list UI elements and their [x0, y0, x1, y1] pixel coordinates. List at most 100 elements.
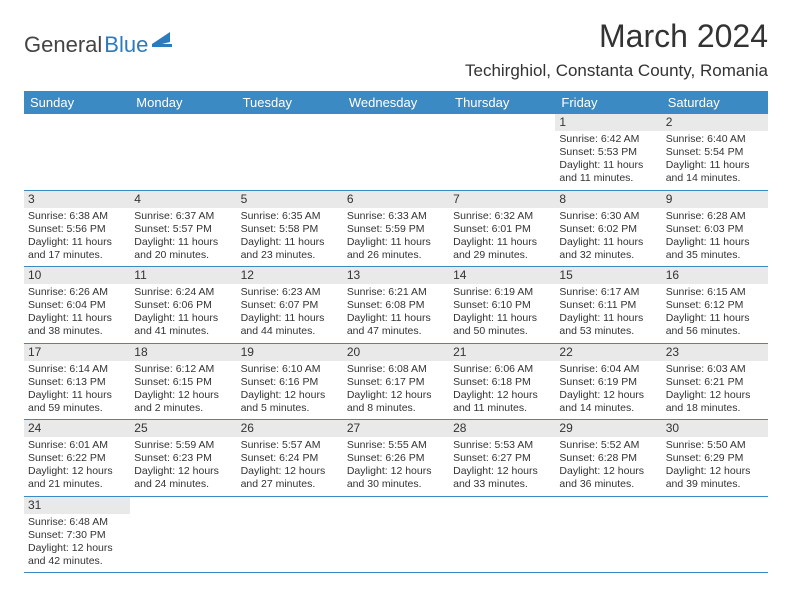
sunset-line: Sunset: 6:29 PM — [666, 452, 764, 465]
sunrise-line: Sunrise: 6:17 AM — [559, 286, 657, 299]
day-number: 6 — [343, 191, 449, 208]
sunset-line: Sunset: 6:21 PM — [666, 376, 764, 389]
daylight-line: Daylight: 12 hours — [134, 465, 232, 478]
sunset-line: Sunset: 6:02 PM — [559, 223, 657, 236]
day-number: 2 — [662, 114, 768, 131]
logo: GeneralBlue — [24, 32, 178, 58]
calendar-day: 28Sunrise: 5:53 AMSunset: 6:27 PMDayligh… — [449, 420, 555, 497]
sunrise-line: Sunrise: 5:55 AM — [347, 439, 445, 452]
day-number: 26 — [237, 420, 343, 437]
calendar-day: 10Sunrise: 6:26 AMSunset: 6:04 PMDayligh… — [24, 267, 130, 344]
sunset-line: Sunset: 6:26 PM — [347, 452, 445, 465]
calendar-day: 24Sunrise: 6:01 AMSunset: 6:22 PMDayligh… — [24, 420, 130, 497]
calendar-day: 20Sunrise: 6:08 AMSunset: 6:17 PMDayligh… — [343, 343, 449, 420]
day-header: Wednesday — [343, 91, 449, 114]
daylight-line: Daylight: 12 hours — [241, 465, 339, 478]
calendar-day: 1Sunrise: 6:42 AMSunset: 5:53 PMDaylight… — [555, 114, 661, 190]
daylight-line: and 29 minutes. — [453, 249, 551, 262]
daylight-line: and 11 minutes. — [453, 402, 551, 415]
day-number: 4 — [130, 191, 236, 208]
daylight-line: Daylight: 11 hours — [453, 312, 551, 325]
title-block: March 2024 Techirghiol, Constanta County… — [465, 18, 768, 81]
sunset-line: Sunset: 6:15 PM — [134, 376, 232, 389]
day-number: 10 — [24, 267, 130, 284]
calendar-empty — [130, 114, 236, 190]
calendar-day: 4Sunrise: 6:37 AMSunset: 5:57 PMDaylight… — [130, 190, 236, 267]
sunrise-line: Sunrise: 5:52 AM — [559, 439, 657, 452]
day-header: Monday — [130, 91, 236, 114]
sunrise-line: Sunrise: 6:30 AM — [559, 210, 657, 223]
daylight-line: Daylight: 12 hours — [347, 389, 445, 402]
calendar-day: 3Sunrise: 6:38 AMSunset: 5:56 PMDaylight… — [24, 190, 130, 267]
day-number: 13 — [343, 267, 449, 284]
sunrise-line: Sunrise: 6:19 AM — [453, 286, 551, 299]
day-header: Tuesday — [237, 91, 343, 114]
sunrise-line: Sunrise: 6:04 AM — [559, 363, 657, 376]
daylight-line: and 36 minutes. — [559, 478, 657, 491]
daylight-line: Daylight: 12 hours — [134, 389, 232, 402]
day-number: 9 — [662, 191, 768, 208]
daylight-line: and 41 minutes. — [134, 325, 232, 338]
day-number: 11 — [130, 267, 236, 284]
daylight-line: and 18 minutes. — [666, 402, 764, 415]
daylight-line: Daylight: 11 hours — [559, 236, 657, 249]
logo-text-general: General — [24, 32, 102, 58]
daylight-line: and 38 minutes. — [28, 325, 126, 338]
calendar-day: 18Sunrise: 6:12 AMSunset: 6:15 PMDayligh… — [130, 343, 236, 420]
day-number: 17 — [24, 344, 130, 361]
daylight-line: Daylight: 11 hours — [347, 312, 445, 325]
daylight-line: and 27 minutes. — [241, 478, 339, 491]
daylight-line: and 5 minutes. — [241, 402, 339, 415]
calendar-day: 27Sunrise: 5:55 AMSunset: 6:26 PMDayligh… — [343, 420, 449, 497]
calendar-empty — [449, 496, 555, 573]
calendar-day: 8Sunrise: 6:30 AMSunset: 6:02 PMDaylight… — [555, 190, 661, 267]
calendar-day: 29 Sunrise: 5:52 AMSunset: 6:28 PMDayligh… — [555, 420, 661, 497]
day-number: 14 — [449, 267, 555, 284]
calendar-day: 19Sunrise: 6:10 AMSunset: 6:16 PMDayligh… — [237, 343, 343, 420]
calendar-table: SundayMondayTuesdayWednesdayThursdayFrid… — [24, 91, 768, 573]
day-header: Saturday — [662, 91, 768, 114]
sunset-line: Sunset: 6:06 PM — [134, 299, 232, 312]
daylight-line: Daylight: 12 hours — [559, 465, 657, 478]
sunrise-line: Sunrise: 6:01 AM — [28, 439, 126, 452]
calendar-day: 26Sunrise: 5:57 AMSunset: 6:24 PMDayligh… — [237, 420, 343, 497]
daylight-line: and 56 minutes. — [666, 325, 764, 338]
daylight-line: Daylight: 11 hours — [347, 236, 445, 249]
logo-flag-icon — [152, 32, 178, 58]
day-number: 5 — [237, 191, 343, 208]
sunrise-line: Sunrise: 6:32 AM — [453, 210, 551, 223]
day-number: 23 — [662, 344, 768, 361]
calendar-day: 17Sunrise: 6:14 AMSunset: 6:13 PMDayligh… — [24, 343, 130, 420]
sunset-line: Sunset: 6:10 PM — [453, 299, 551, 312]
sunrise-line: Sunrise: 5:53 AM — [453, 439, 551, 452]
sunset-line: Sunset: 6:08 PM — [347, 299, 445, 312]
day-number: 31 — [24, 497, 130, 514]
sunset-line: Sunset: 6:17 PM — [347, 376, 445, 389]
calendar-day: 21Sunrise: 6:06 AMSunset: 6:18 PMDayligh… — [449, 343, 555, 420]
daylight-line: and 47 minutes. — [347, 325, 445, 338]
day-number: 22 — [555, 344, 661, 361]
calendar-empty — [555, 496, 661, 573]
calendar-day: 16Sunrise: 6:15 AMSunset: 6:12 PMDayligh… — [662, 267, 768, 344]
calendar-day: 5Sunrise: 6:35 AMSunset: 5:58 PMDaylight… — [237, 190, 343, 267]
day-header: Friday — [555, 91, 661, 114]
daylight-line: and 8 minutes. — [347, 402, 445, 415]
sunrise-line: Sunrise: 6:21 AM — [347, 286, 445, 299]
sunrise-line: Sunrise: 6:33 AM — [347, 210, 445, 223]
sunset-line: Sunset: 6:28 PM — [559, 452, 657, 465]
sunrise-line: Sunrise: 5:50 AM — [666, 439, 764, 452]
sunrise-line: Sunrise: 6:48 AM — [28, 516, 126, 529]
daylight-line: and 53 minutes. — [559, 325, 657, 338]
daylight-line: Daylight: 12 hours — [453, 389, 551, 402]
daylight-line: and 50 minutes. — [453, 325, 551, 338]
daylight-line: Daylight: 12 hours — [241, 389, 339, 402]
daylight-line: and 17 minutes. — [28, 249, 126, 262]
day-number: 12 — [237, 267, 343, 284]
day-number: 24 — [24, 420, 130, 437]
sunrise-line: Sunrise: 6:42 AM — [559, 133, 657, 146]
sunset-line: Sunset: 6:24 PM — [241, 452, 339, 465]
day-number: 29 — [555, 420, 661, 437]
sunset-line: Sunset: 5:54 PM — [666, 146, 764, 159]
daylight-line: and 23 minutes. — [241, 249, 339, 262]
daylight-line: and 11 minutes. — [559, 172, 657, 185]
